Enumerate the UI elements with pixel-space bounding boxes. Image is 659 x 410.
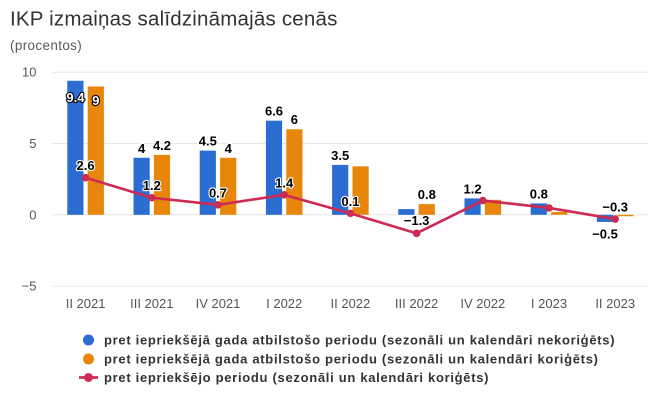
svg-text:−5: −5 xyxy=(22,279,37,294)
svg-text:I 2023: I 2023 xyxy=(531,296,567,311)
svg-text:4: 4 xyxy=(225,141,233,156)
svg-text:−0.3: −0.3 xyxy=(602,200,628,215)
svg-text:pret iepriekšējo periodu (sezo: pret iepriekšējo periodu (sezonāli un ka… xyxy=(104,370,489,385)
svg-text:0.8: 0.8 xyxy=(418,187,436,202)
svg-text:4.5: 4.5 xyxy=(199,134,217,149)
svg-text:II 2022: II 2022 xyxy=(331,296,371,311)
svg-text:2.6: 2.6 xyxy=(77,158,95,173)
svg-text:(procentos): (procentos) xyxy=(10,38,82,53)
svg-text:IKP izmaiņas salīdzināmajās ce: IKP izmaiņas salīdzināmajās cenās xyxy=(10,8,338,31)
svg-text:3.5: 3.5 xyxy=(331,148,349,163)
svg-text:III 2021: III 2021 xyxy=(130,296,173,311)
svg-text:10: 10 xyxy=(22,65,36,80)
svg-text:6.6: 6.6 xyxy=(265,104,283,119)
svg-text:IV 2022: IV 2022 xyxy=(460,296,505,311)
svg-text:II 2023: II 2023 xyxy=(595,296,635,311)
svg-text:5: 5 xyxy=(29,136,36,151)
svg-text:0.7: 0.7 xyxy=(209,185,227,200)
svg-text:4.2: 4.2 xyxy=(153,138,171,153)
svg-text:−1.3: −1.3 xyxy=(404,213,430,228)
svg-text:1.2: 1.2 xyxy=(143,178,161,193)
svg-text:I 2022: I 2022 xyxy=(266,296,302,311)
svg-text:0.1: 0.1 xyxy=(341,194,359,209)
svg-text:6: 6 xyxy=(291,112,298,127)
svg-text:1.4: 1.4 xyxy=(275,175,294,190)
svg-text:0.8: 0.8 xyxy=(530,186,548,201)
svg-text:III 2022: III 2022 xyxy=(395,296,438,311)
svg-text:pret iepriekšējā gada atbilsto: pret iepriekšējā gada atbilstošo periodu… xyxy=(104,351,599,366)
svg-text:0: 0 xyxy=(29,207,36,222)
svg-text:1.2: 1.2 xyxy=(464,181,482,196)
svg-text:4: 4 xyxy=(138,141,146,156)
svg-text:−0.5: −0.5 xyxy=(592,226,618,241)
svg-text:9.4: 9.4 xyxy=(66,90,85,105)
svg-text:9: 9 xyxy=(92,93,99,108)
svg-text:pret iepriekšējā gada atbilsto: pret iepriekšējā gada atbilstošo periodu… xyxy=(104,332,615,347)
svg-text:II 2021: II 2021 xyxy=(66,296,106,311)
svg-text:IV 2021: IV 2021 xyxy=(196,296,241,311)
